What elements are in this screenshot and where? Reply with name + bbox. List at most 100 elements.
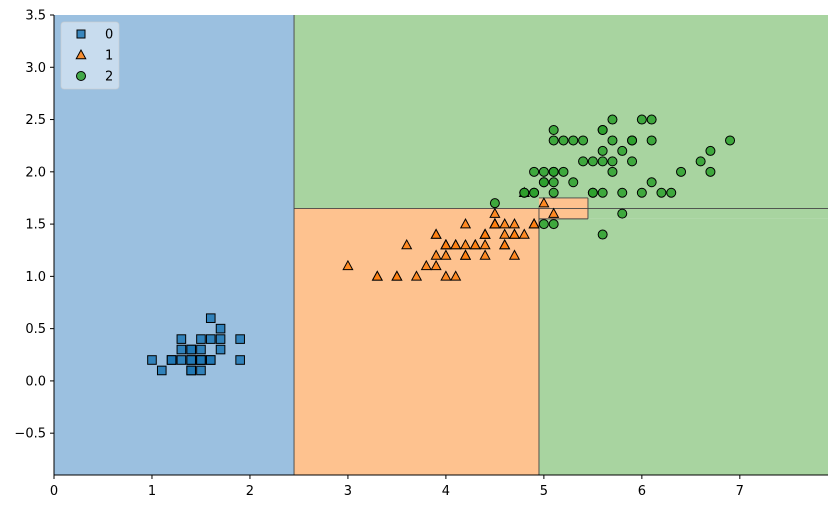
data-point-class-1 bbox=[528, 218, 540, 229]
data-point-class-1 bbox=[538, 197, 550, 208]
data-point-class-2 bbox=[725, 135, 736, 146]
data-point-class-1 bbox=[391, 270, 403, 281]
data-point-class-1 bbox=[499, 218, 511, 229]
data-point-class-2 bbox=[705, 166, 716, 177]
data-point-class-2 bbox=[695, 156, 706, 167]
data-point-class-2 bbox=[617, 187, 628, 198]
legend-label: 2 bbox=[105, 70, 113, 85]
data-point-class-0 bbox=[176, 344, 187, 355]
data-point-class-1 bbox=[450, 270, 462, 281]
data-point-class-2 bbox=[646, 177, 657, 188]
data-point-class-0 bbox=[196, 355, 206, 365]
data-point-class-1 bbox=[548, 207, 560, 218]
data-point-class-2 bbox=[548, 177, 559, 188]
data-point-class-1 bbox=[479, 228, 491, 239]
data-point-class-1 bbox=[508, 249, 521, 260]
data-point-class-1 bbox=[450, 238, 462, 250]
data-point-class-1 bbox=[401, 238, 413, 250]
data-point-class-2 bbox=[578, 156, 589, 167]
data-point-class-0 bbox=[196, 365, 206, 376]
data-point-class-2 bbox=[587, 156, 598, 167]
data-point-class-1 bbox=[499, 228, 511, 239]
y-tick-label: 0.5 bbox=[25, 322, 46, 337]
decision-region-class-2 bbox=[538, 218, 828, 475]
data-point-class-1 bbox=[420, 259, 432, 271]
data-point-class-1 bbox=[479, 238, 491, 250]
data-point-class-2 bbox=[617, 145, 628, 156]
legend-marker-class-1 bbox=[75, 48, 87, 60]
data-point-class-2 bbox=[548, 125, 559, 135]
data-point-class-2 bbox=[656, 187, 667, 198]
data-point-class-1 bbox=[508, 218, 521, 229]
data-point-class-2 bbox=[607, 156, 618, 167]
x-axis-ticks: 0 1 2 3 4 5 6 7 bbox=[50, 475, 744, 499]
decision-region-class-1 bbox=[294, 208, 539, 475]
data-point-class-2 bbox=[636, 114, 647, 125]
data-point-class-1 bbox=[440, 270, 452, 281]
data-point-class-2 bbox=[646, 135, 657, 146]
data-point-class-1 bbox=[440, 238, 452, 250]
data-point-class-2 bbox=[558, 166, 569, 177]
data-point-class-2 bbox=[646, 114, 657, 125]
data-point-class-2 bbox=[578, 135, 589, 146]
legend-box bbox=[60, 21, 120, 90]
decision-region-class-0 bbox=[54, 15, 295, 475]
series-class-1 bbox=[342, 186, 560, 281]
data-point-class-2 bbox=[519, 187, 530, 198]
decision-regions bbox=[54, 15, 828, 475]
data-point-class-2 bbox=[548, 166, 559, 177]
data-point-class-2 bbox=[636, 187, 647, 198]
x-tick-label: 4 bbox=[442, 484, 450, 499]
x-tick-label: 6 bbox=[638, 484, 646, 499]
data-point-class-2 bbox=[607, 135, 618, 146]
data-point-class-0 bbox=[205, 313, 216, 323]
data-point-class-1 bbox=[479, 249, 491, 260]
data-point-class-0 bbox=[186, 365, 196, 376]
y-tick-label: 3.5 bbox=[25, 9, 46, 24]
data-point-class-0 bbox=[176, 355, 187, 365]
y-tick-label: 3.0 bbox=[25, 61, 46, 76]
data-point-class-1 bbox=[489, 218, 501, 229]
axes bbox=[53, 15, 828, 476]
data-point-class-2 bbox=[607, 114, 618, 125]
data-point-class-0 bbox=[156, 365, 167, 376]
data-point-class-2 bbox=[548, 135, 559, 146]
data-point-class-2 bbox=[568, 135, 579, 146]
data-point-class-1 bbox=[430, 259, 442, 271]
data-points bbox=[147, 114, 736, 376]
data-point-class-2 bbox=[617, 208, 628, 219]
data-point-class-1 bbox=[430, 249, 442, 260]
data-point-class-1 bbox=[459, 238, 472, 250]
data-point-class-0 bbox=[186, 355, 196, 365]
data-point-class-2 bbox=[529, 166, 540, 177]
data-point-class-0 bbox=[147, 355, 157, 365]
data-point-class-1 bbox=[489, 207, 501, 218]
legend-label: 0 bbox=[105, 28, 113, 43]
x-tick-label: 0 bbox=[50, 484, 58, 499]
y-tick-label: 1.5 bbox=[25, 218, 46, 233]
data-point-class-2 bbox=[597, 125, 608, 135]
data-point-class-1 bbox=[410, 270, 423, 281]
legend: 0 1 2 bbox=[60, 21, 120, 90]
data-point-class-2 bbox=[607, 166, 618, 177]
data-point-class-0 bbox=[215, 334, 226, 344]
data-point-class-0 bbox=[176, 334, 187, 344]
decision-region-class-2 bbox=[294, 15, 828, 209]
data-point-class-0 bbox=[166, 355, 177, 365]
x-tick-label: 1 bbox=[148, 484, 156, 499]
x-tick-label: 7 bbox=[736, 484, 744, 499]
series-class-2 bbox=[489, 114, 736, 240]
decision-boundaries bbox=[293, 15, 828, 475]
data-point-class-2 bbox=[489, 198, 500, 209]
data-point-class-2 bbox=[538, 177, 549, 188]
data-point-class-1 bbox=[440, 249, 452, 260]
legend-marker-class-2 bbox=[76, 71, 86, 81]
series-class-0 bbox=[147, 313, 245, 376]
data-point-class-2 bbox=[666, 187, 677, 198]
y-tick-label: 0.0 bbox=[25, 374, 46, 389]
legend-label: 1 bbox=[105, 49, 113, 64]
data-point-class-0 bbox=[235, 334, 245, 344]
data-point-class-1 bbox=[371, 270, 383, 281]
data-point-class-2 bbox=[597, 187, 608, 198]
